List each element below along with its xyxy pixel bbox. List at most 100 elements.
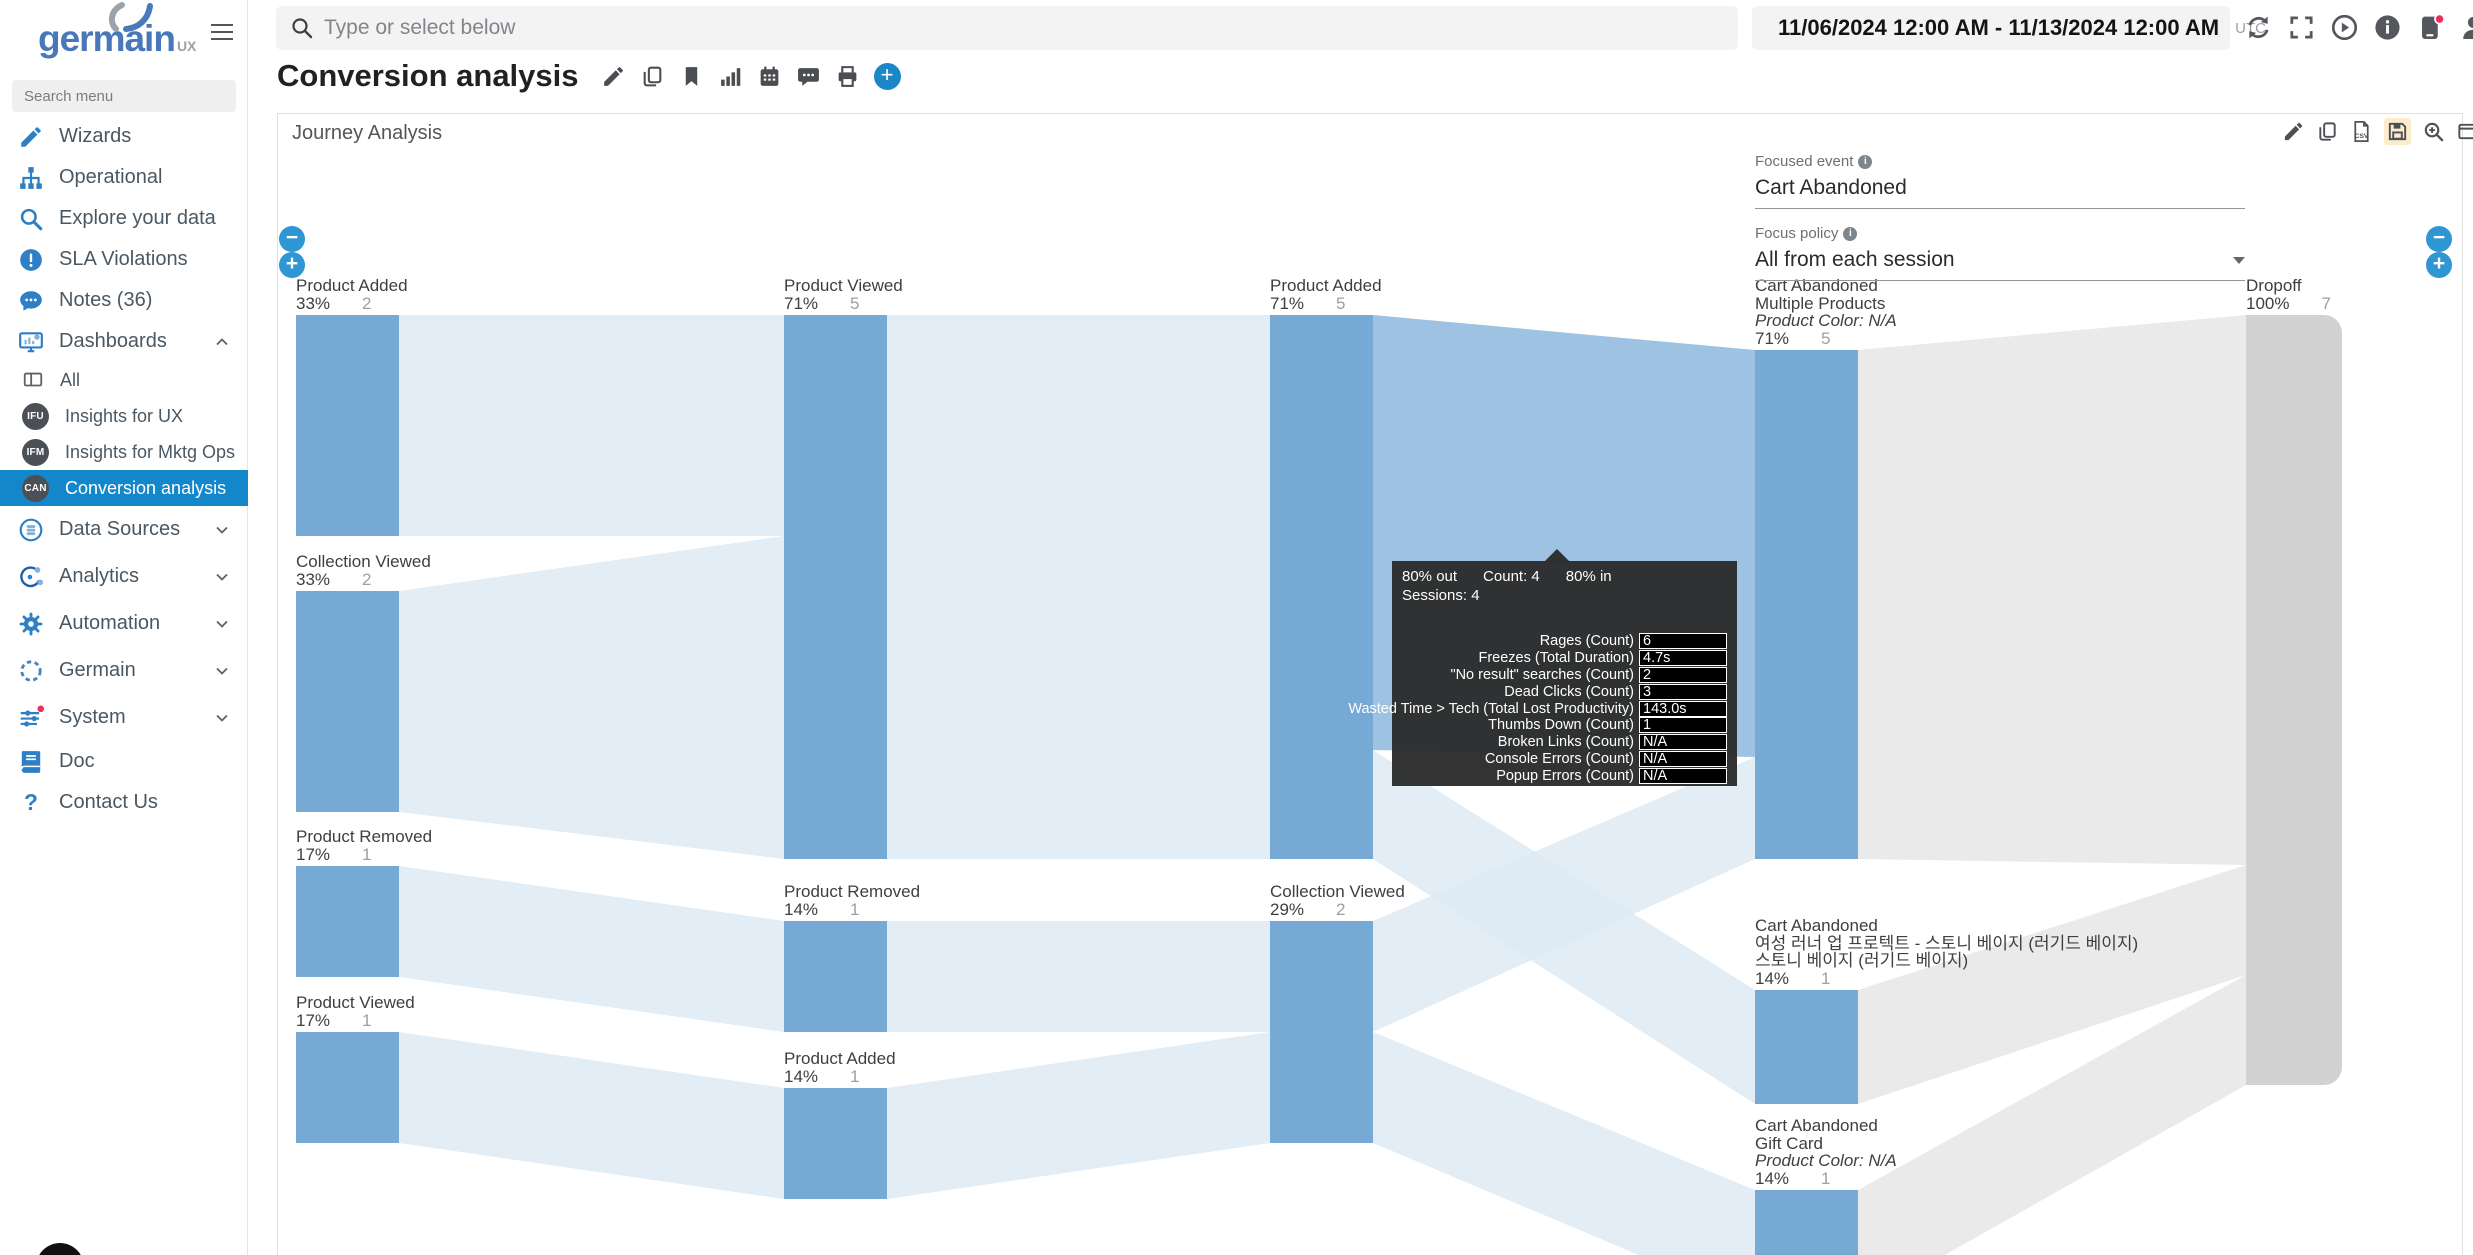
save-button-highlight[interactable] [2384,118,2411,145]
zoom-out-button-right[interactable]: − [2426,226,2452,252]
sidebar-item-germain[interactable]: Germain [0,647,248,694]
svg-text:?: ? [24,790,38,815]
play-circle-icon[interactable] [2330,13,2359,42]
focus-policy-value: All from each session [1755,248,1955,271]
sankey-link-c2-product-removed--c3-collection-viewed[interactable] [887,921,1270,1032]
sankey-node-c4-cart-abandoned-multiple[interactable] [1755,350,1858,859]
sidebar-item-wizards[interactable]: Wizards [0,116,248,157]
chevron-down-icon[interactable] [212,520,232,540]
zoom-in-button-right[interactable]: + [2426,252,2452,278]
calendar-icon[interactable] [757,64,782,89]
bar-chart-icon[interactable] [718,64,743,89]
sidebar-item-doc[interactable]: Doc [0,741,248,782]
link-tooltip: 80% out Count: 4 80% in Sessions: 4 Rage… [1348,549,1737,786]
zoom-in-icon[interactable] [2422,120,2445,143]
sankey-link-c2-product-viewed--c3-product-added[interactable] [887,315,1270,859]
sidebar-item-data-sources[interactable]: Data Sources [0,506,248,553]
comment-icon[interactable] [796,64,821,89]
chevron-down-icon[interactable] [212,567,232,587]
user-account-icon[interactable] [2459,13,2473,42]
copy-icon[interactable] [2316,120,2339,143]
sidebar-item-automation[interactable]: Automation [0,600,248,647]
sankey-node-c4-cart-abandoned-gift-card[interactable] [1755,1190,1858,1255]
sliders-icon [20,705,44,727]
menu-search-input[interactable] [12,80,236,112]
sankey-link-c1-product-added--c2-product-viewed[interactable] [399,315,784,536]
sidebar-item-contact-us[interactable]: ? Contact Us [0,782,248,823]
sankey-node-c2-product-added[interactable] [784,1088,887,1199]
info-icon[interactable]: i [1858,154,1873,169]
sankey-link-c1-product-removed--c2-product-removed[interactable] [399,866,784,1032]
focus-policy-select[interactable]: All from each session [1755,242,2245,281]
refresh-icon[interactable] [2244,13,2273,42]
sidebar-item-conversion-analysis[interactable]: CAN Conversion analysis [0,470,248,506]
sankey-node-c5-dropoff[interactable] [2246,315,2342,1085]
sidebar-item-analytics[interactable]: Analytics [0,553,248,600]
sidebar-item-dashboards[interactable]: Dashboards [0,321,248,362]
sankey-link-c4-cart-abandoned-multiple--c5-dropoff[interactable] [1858,315,2246,865]
sankey-node-c1-product-added[interactable] [296,315,399,536]
sidebar-item-system[interactable]: System [0,694,248,741]
chevron-down-icon[interactable] [212,614,232,634]
sankey-node-c3-product-added[interactable] [1270,315,1373,859]
global-search-input[interactable] [276,6,1738,50]
sidebar-item-label: Analytics [59,565,140,587]
sankey-link-c3-collection-viewed--c4-cart-abandoned-gift-card[interactable] [1373,1032,1755,1255]
dashboard-monitor-icon [19,331,43,352]
sankey-link-c2-product-added--c3-collection-viewed[interactable] [887,1032,1270,1199]
print-icon[interactable] [835,64,860,89]
sankey-link-c1-collection-viewed--c2-product-viewed[interactable] [399,536,784,859]
bookmark-icon[interactable] [679,64,704,89]
export-csv-icon[interactable]: CSV [2350,120,2373,143]
sankey-node-c2-product-viewed[interactable] [784,315,887,859]
notifications-icon[interactable] [2416,13,2445,42]
sankey-node-c4-cart-abandoned-runner[interactable] [1755,990,1858,1104]
focus-policy-label: Focus policy [1755,225,1839,242]
menu-toggle-icon[interactable] [211,24,233,42]
germain-logo[interactable]: germain UX [38,2,196,74]
fullscreen-icon[interactable] [2287,13,2316,42]
pencil-icon [21,126,41,147]
chevron-down-icon[interactable] [212,661,232,681]
tooltip-in: 80% in [1565,568,1612,585]
sidebar-item-operational[interactable]: Operational [0,157,248,198]
save-floppy-icon [2388,122,2407,141]
copy-icon[interactable] [640,64,665,89]
date-range-picker[interactable]: 11/06/2024 12:00 AM - 11/13/2024 12:00 A… [1752,6,2266,50]
tooltip-metric-row: Wasted Time > Tech (Total Lost Productiv… [1348,700,1727,717]
chevron-down-icon[interactable] [212,708,232,728]
chat-fab[interactable] [36,1243,84,1255]
focused-event-input[interactable]: Cart Abandoned [1755,170,2245,209]
zoom-out-button-left[interactable]: − [279,226,305,252]
sankey-link-c4-cart-abandoned-runner--c5-dropoff[interactable] [1858,865,2246,1104]
zoom-in-button-left[interactable]: + [279,252,305,278]
add-panel-button[interactable]: + [873,62,901,90]
sankey-node-c1-product-removed[interactable] [296,866,399,977]
sidebar-item-sla-violations[interactable]: SLA Violations [0,239,248,280]
chevron-up-icon[interactable] [212,332,232,352]
dashboard-badge: IFM [22,438,49,466]
sankey-link-c1-product-viewed--c2-product-added[interactable] [399,1032,784,1199]
database-icon [19,518,43,541]
panel-toolbar: CSV [2282,118,2473,145]
sidebar-item-insights-for-ux[interactable]: IFU Insights for UX [0,398,248,434]
sidebar-item-notes[interactable]: Notes (36) [0,280,248,321]
gear-icon [19,612,43,635]
info-icon[interactable]: i [1843,226,1858,241]
maximize-window-icon[interactable] [2456,120,2473,143]
sankey-node-c2-product-removed[interactable] [784,921,887,1032]
sidebar-item-insights-for-mktg-ops[interactable]: IFM Insights for Mktg Ops [0,434,248,470]
edit-pencil-icon[interactable] [2282,120,2305,143]
sankey-node-c1-collection-viewed[interactable] [296,591,399,812]
sankey-link-c4-cart-abandoned-gift-card--c5-dropoff[interactable] [1858,975,2246,1255]
sankey-node-c1-product-viewed[interactable] [296,1032,399,1143]
sankey-link-c3-collection-viewed--c4-cart-abandoned-multiple[interactable] [1373,757,1755,1032]
sankey-node-c3-collection-viewed[interactable] [1270,921,1373,1143]
sidebar-item-explore-your-data[interactable]: Explore your data [0,198,248,239]
sidebar-item-all[interactable]: All [0,362,248,398]
tooltip-metric-row: "No result" searches (Count) 2 [1402,666,1727,684]
edit-pencil-icon[interactable] [601,64,626,89]
info-circle-icon[interactable] [2373,13,2402,42]
